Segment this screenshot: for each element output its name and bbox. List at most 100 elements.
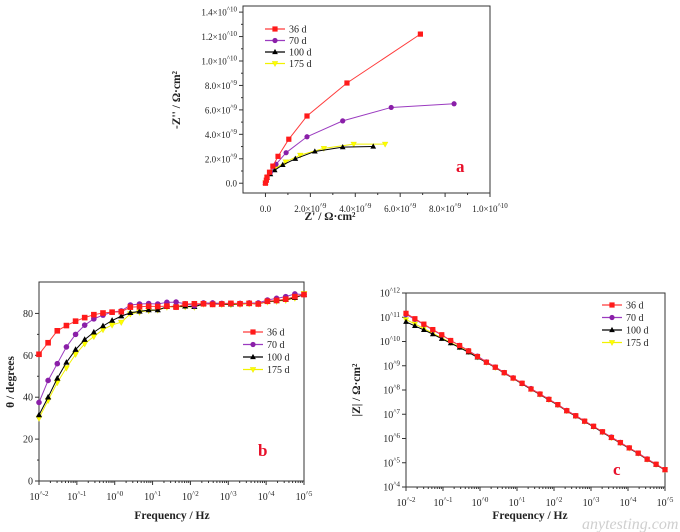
legend-label: 100 d <box>626 326 649 337</box>
data-point <box>191 300 198 307</box>
legend-label: 36 d <box>267 328 285 339</box>
legend-label: 70 d <box>267 340 285 351</box>
data-point <box>72 346 79 352</box>
panel-label: c <box>613 460 621 479</box>
data-point <box>412 322 418 328</box>
data-point <box>510 375 516 381</box>
data-point <box>301 291 307 298</box>
legend-marker <box>250 353 256 360</box>
data-point <box>173 299 179 305</box>
data-point <box>448 337 454 344</box>
chart-b: 10^-2 10^-1 10^0 10^1 10^2 10^3 10^4 10^5 0 20 40 6… <box>5 281 313 522</box>
data-point <box>350 141 357 148</box>
data-point <box>382 141 389 148</box>
series-70d <box>262 101 457 186</box>
data-point <box>136 303 143 310</box>
data-point <box>72 318 79 324</box>
data-point <box>403 310 409 316</box>
y-tick-label: 10^7 <box>383 408 400 421</box>
series-line <box>264 103 455 183</box>
legend-marker <box>608 340 616 346</box>
data-point <box>279 161 286 167</box>
data-point <box>45 377 51 384</box>
data-point <box>266 169 273 175</box>
legend-label: 175 d <box>267 365 290 376</box>
legend-marker <box>609 302 615 308</box>
y-tick-label: 4.0×10^9 <box>205 128 238 140</box>
panel-label: a <box>456 157 465 176</box>
data-point <box>546 396 552 402</box>
data-point <box>262 180 269 186</box>
series-36d <box>36 291 307 358</box>
plot-frame <box>38 281 305 482</box>
series-line <box>38 294 305 416</box>
data-point <box>304 113 310 119</box>
data-point <box>528 386 534 392</box>
x-tick-label: 10^-1 <box>433 496 453 509</box>
data-point <box>81 336 88 342</box>
y-tick-label: 8.0×10^9 <box>205 79 238 91</box>
y-tick-label: 0 <box>28 477 33 488</box>
data-point <box>282 296 289 302</box>
series-line <box>38 293 305 403</box>
y-tick-label: 80 <box>23 309 33 320</box>
data-point <box>644 456 650 462</box>
series-175d <box>262 141 389 187</box>
chart-a: 0.0 2.0×10^9 4.0×10^9 6.0×10^9 8.0×10^9 1.0×1… <box>171 5 508 223</box>
data-point <box>45 393 52 400</box>
data-point <box>136 307 143 314</box>
y-tick-label: 60 <box>23 351 33 362</box>
data-point <box>421 321 427 327</box>
data-point <box>599 429 606 435</box>
x-tick-label: 10^-2 <box>396 496 416 509</box>
data-point <box>439 332 445 338</box>
legend-marker <box>250 341 256 348</box>
data-point <box>81 322 88 328</box>
data-point <box>54 328 61 334</box>
data-point <box>45 339 51 346</box>
x-tick-label: 4.0×10^9 <box>339 202 372 214</box>
legend-marker <box>609 314 615 321</box>
data-point <box>209 301 216 308</box>
data-point <box>430 326 436 333</box>
legend-label: 100 d <box>267 353 290 364</box>
data-point <box>63 365 70 372</box>
x-tick-label: 10^4 <box>620 496 637 509</box>
y-tick-label: 10^4 <box>383 481 400 494</box>
data-point <box>492 364 498 370</box>
data-point <box>608 434 615 441</box>
data-point <box>100 310 106 316</box>
x-tick-label: 10^4 <box>258 490 275 503</box>
panel-label: b <box>258 441 267 460</box>
series-36d <box>403 310 668 473</box>
data-point <box>127 304 134 310</box>
y-tick-label: 0.0 <box>226 179 238 189</box>
data-point <box>421 326 427 333</box>
data-point <box>662 467 668 473</box>
x-tick-label: 10^0 <box>106 490 123 503</box>
x-tick-label: 10^3 <box>220 490 237 503</box>
legend-label: 175 d <box>626 338 649 349</box>
data-point <box>340 118 346 124</box>
watermark-text: anytesting.com <box>582 516 678 532</box>
data-point <box>564 408 570 414</box>
watermark: anytesting.com <box>582 516 678 532</box>
data-point <box>109 309 115 315</box>
data-point <box>127 309 134 316</box>
y-tick-label: 1.0×10^10 <box>201 55 237 67</box>
x-tick-label: 1.0×10^10 <box>472 202 508 214</box>
data-point <box>344 80 350 86</box>
data-point <box>99 322 107 329</box>
y-tick-label: 10^10 <box>380 335 401 348</box>
data-point <box>271 167 278 173</box>
y-tick-label: 10^12 <box>380 287 401 300</box>
data-point <box>339 144 346 150</box>
x-tick-label: 10^3 <box>583 496 600 509</box>
data-point <box>501 370 507 376</box>
data-point <box>200 300 207 307</box>
y-tick-label: 10^6 <box>383 432 400 445</box>
data-point <box>63 344 70 350</box>
